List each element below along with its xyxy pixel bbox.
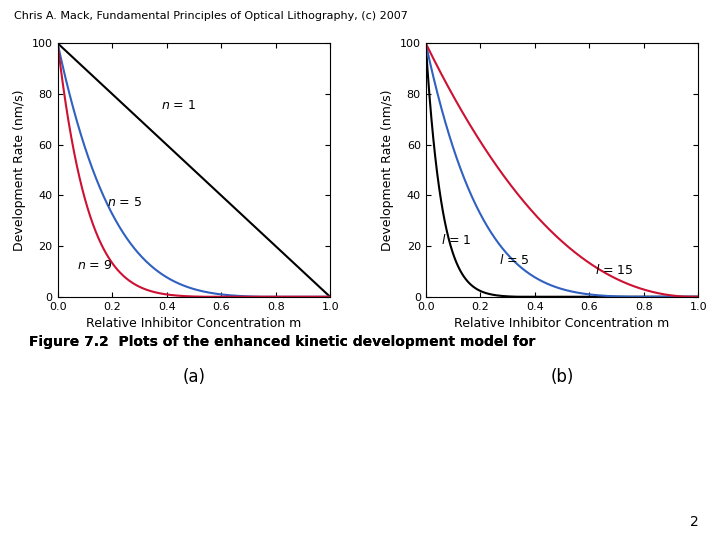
Text: (a): (a) bbox=[182, 368, 205, 386]
X-axis label: Relative Inhibitor Concentration m: Relative Inhibitor Concentration m bbox=[454, 318, 670, 330]
Text: $n$ = 1: $n$ = 1 bbox=[161, 99, 197, 112]
Y-axis label: Development Rate (nm/s): Development Rate (nm/s) bbox=[382, 89, 395, 251]
Text: Figure 7.2  Plots of the enhanced kinetic development model for: Figure 7.2 Plots of the enhanced kinetic… bbox=[29, 335, 540, 349]
Text: $n$ = 9: $n$ = 9 bbox=[77, 259, 112, 272]
Text: $l$ = 5: $l$ = 5 bbox=[500, 253, 530, 267]
Text: $l$ = 15: $l$ = 15 bbox=[595, 263, 634, 277]
Text: 2: 2 bbox=[690, 515, 698, 529]
Y-axis label: Development Rate (nm/s): Development Rate (nm/s) bbox=[13, 89, 26, 251]
X-axis label: Relative Inhibitor Concentration m: Relative Inhibitor Concentration m bbox=[86, 318, 302, 330]
Text: $l$ = 1: $l$ = 1 bbox=[441, 233, 472, 247]
Text: $n$ = 5: $n$ = 5 bbox=[107, 195, 142, 208]
Text: Figure 7.2  Plots of the enhanced kinetic development model for: Figure 7.2 Plots of the enhanced kinetic… bbox=[29, 335, 540, 349]
Text: (b): (b) bbox=[550, 368, 574, 386]
Text: Chris A. Mack, Fundamental Principles of Optical Lithography, (c) 2007: Chris A. Mack, Fundamental Principles of… bbox=[14, 11, 408, 21]
